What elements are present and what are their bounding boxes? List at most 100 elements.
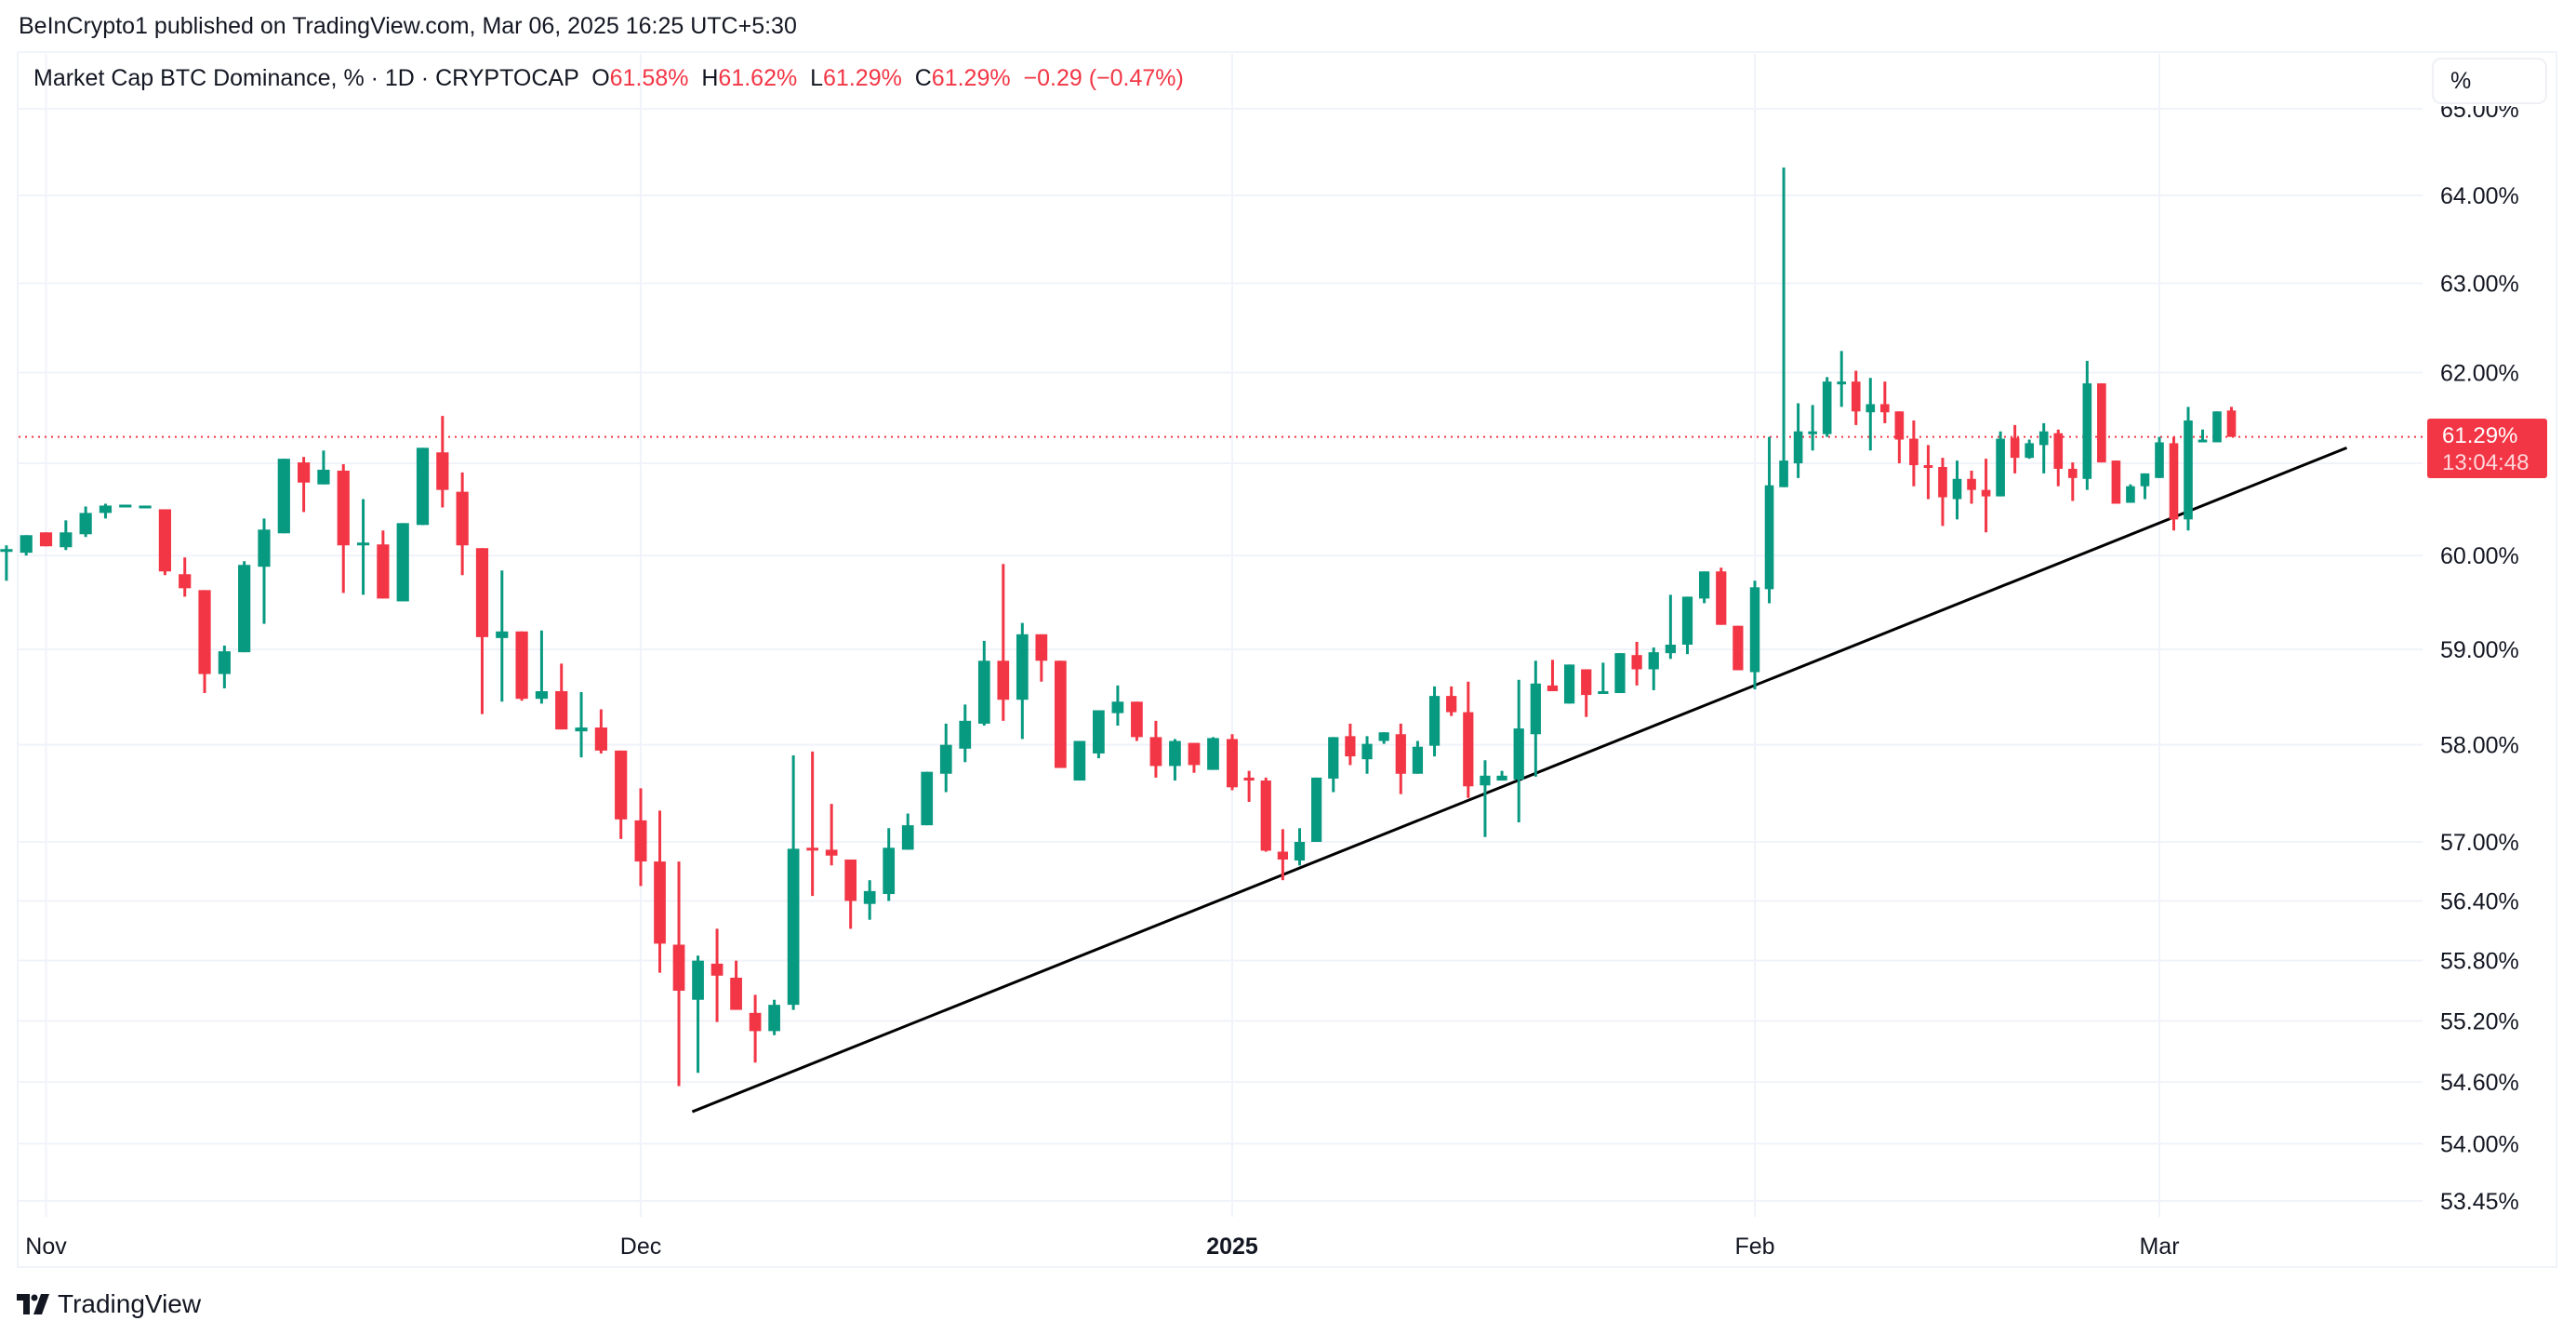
candle[interactable] <box>1837 351 1847 407</box>
candle[interactable] <box>456 472 469 576</box>
candle[interactable] <box>1681 596 1693 655</box>
candle[interactable] <box>1345 723 1356 766</box>
candle[interactable] <box>277 459 290 534</box>
candle[interactable] <box>2010 424 2020 474</box>
candle[interactable] <box>179 557 192 597</box>
candle[interactable] <box>1111 685 1124 726</box>
candle[interactable] <box>2097 383 2106 463</box>
candle[interactable] <box>416 447 430 526</box>
candle[interactable] <box>496 570 509 702</box>
candle[interactable] <box>515 631 528 701</box>
unit-button[interactable]: % <box>2432 58 2547 104</box>
candle[interactable] <box>99 503 113 519</box>
candle[interactable] <box>2155 436 2164 478</box>
candle[interactable] <box>921 771 934 826</box>
candle[interactable] <box>1054 660 1067 768</box>
candle[interactable] <box>475 548 489 714</box>
candle[interactable] <box>1716 567 1727 625</box>
candle[interactable] <box>555 663 568 730</box>
candle[interactable] <box>1938 458 1947 527</box>
candle[interactable] <box>2198 429 2208 443</box>
candle[interactable] <box>825 804 838 866</box>
candle[interactable] <box>1923 445 1933 500</box>
candle[interactable] <box>2111 460 2121 504</box>
candle[interactable] <box>1764 436 1774 604</box>
candle[interactable] <box>1631 641 1642 686</box>
candle[interactable] <box>939 723 952 793</box>
candle[interactable] <box>1952 460 1962 520</box>
candle[interactable] <box>1793 403 1803 478</box>
candle[interactable] <box>2184 407 2193 531</box>
candle[interactable] <box>1749 580 1760 689</box>
candle[interactable] <box>139 505 152 509</box>
candle[interactable] <box>883 828 896 901</box>
candle[interactable] <box>1188 742 1201 773</box>
candle[interactable] <box>901 813 914 850</box>
candle[interactable] <box>1733 625 1744 671</box>
tradingview-brand[interactable]: TradingView <box>58 1289 202 1318</box>
candle[interactable] <box>1530 660 1541 777</box>
candle[interactable] <box>436 416 449 508</box>
candle[interactable] <box>2067 462 2078 501</box>
candle[interactable] <box>1581 669 1592 717</box>
candle[interactable] <box>258 518 271 624</box>
candle[interactable] <box>1880 381 1890 423</box>
candle[interactable] <box>2226 407 2237 437</box>
candle[interactable] <box>1131 701 1143 741</box>
candle[interactable] <box>863 880 876 920</box>
candle[interactable] <box>710 928 724 1022</box>
candle[interactable] <box>1428 686 1441 757</box>
candle[interactable] <box>1093 710 1105 759</box>
candle[interactable] <box>997 564 1010 721</box>
candle[interactable] <box>768 999 780 1035</box>
candle[interactable] <box>535 630 549 704</box>
candle[interactable] <box>2169 436 2179 531</box>
candle[interactable] <box>1207 737 1219 770</box>
candle[interactable] <box>2126 484 2135 503</box>
candle[interactable] <box>238 561 251 653</box>
candle[interactable] <box>1149 720 1162 778</box>
candle[interactable] <box>1073 740 1086 781</box>
candle[interactable] <box>1480 760 1491 837</box>
candle[interactable] <box>377 530 390 599</box>
candle[interactable] <box>1243 770 1255 802</box>
candle[interactable] <box>119 504 132 508</box>
candle[interactable] <box>298 457 311 513</box>
candle[interactable] <box>749 994 762 1063</box>
candle[interactable] <box>806 751 819 897</box>
candle[interactable] <box>1698 571 1710 604</box>
candle[interactable] <box>337 464 350 594</box>
candle[interactable] <box>1311 777 1322 842</box>
candle[interactable] <box>1463 681 1474 798</box>
candle[interactable] <box>2212 411 2222 443</box>
candle[interactable] <box>2082 360 2092 490</box>
candle[interactable] <box>1563 664 1575 704</box>
candle[interactable] <box>1446 686 1457 716</box>
candle[interactable] <box>1277 829 1289 881</box>
candle[interactable] <box>977 640 990 726</box>
candle[interactable] <box>1016 622 1029 740</box>
candle[interactable] <box>79 506 92 538</box>
candle[interactable] <box>959 704 972 763</box>
candle[interactable] <box>1035 634 1048 682</box>
candle[interactable] <box>1328 737 1339 793</box>
candle[interactable] <box>356 499 370 595</box>
candle[interactable] <box>1513 679 1524 822</box>
candle[interactable] <box>692 955 704 1074</box>
candle[interactable] <box>1361 736 1373 774</box>
candle[interactable] <box>594 709 607 754</box>
candle[interactable] <box>1547 660 1559 691</box>
candle[interactable] <box>615 750 628 839</box>
candle[interactable] <box>2140 473 2150 500</box>
candle[interactable] <box>2038 422 2049 474</box>
candle[interactable] <box>575 692 588 758</box>
candle[interactable] <box>1395 723 1406 794</box>
candle[interactable] <box>1378 732 1389 744</box>
candle[interactable] <box>20 535 33 556</box>
candle[interactable] <box>60 520 73 551</box>
candle[interactable] <box>1967 470 1976 504</box>
candle[interactable] <box>0 545 13 581</box>
candle[interactable] <box>1412 740 1424 774</box>
candle[interactable] <box>1996 431 2005 497</box>
